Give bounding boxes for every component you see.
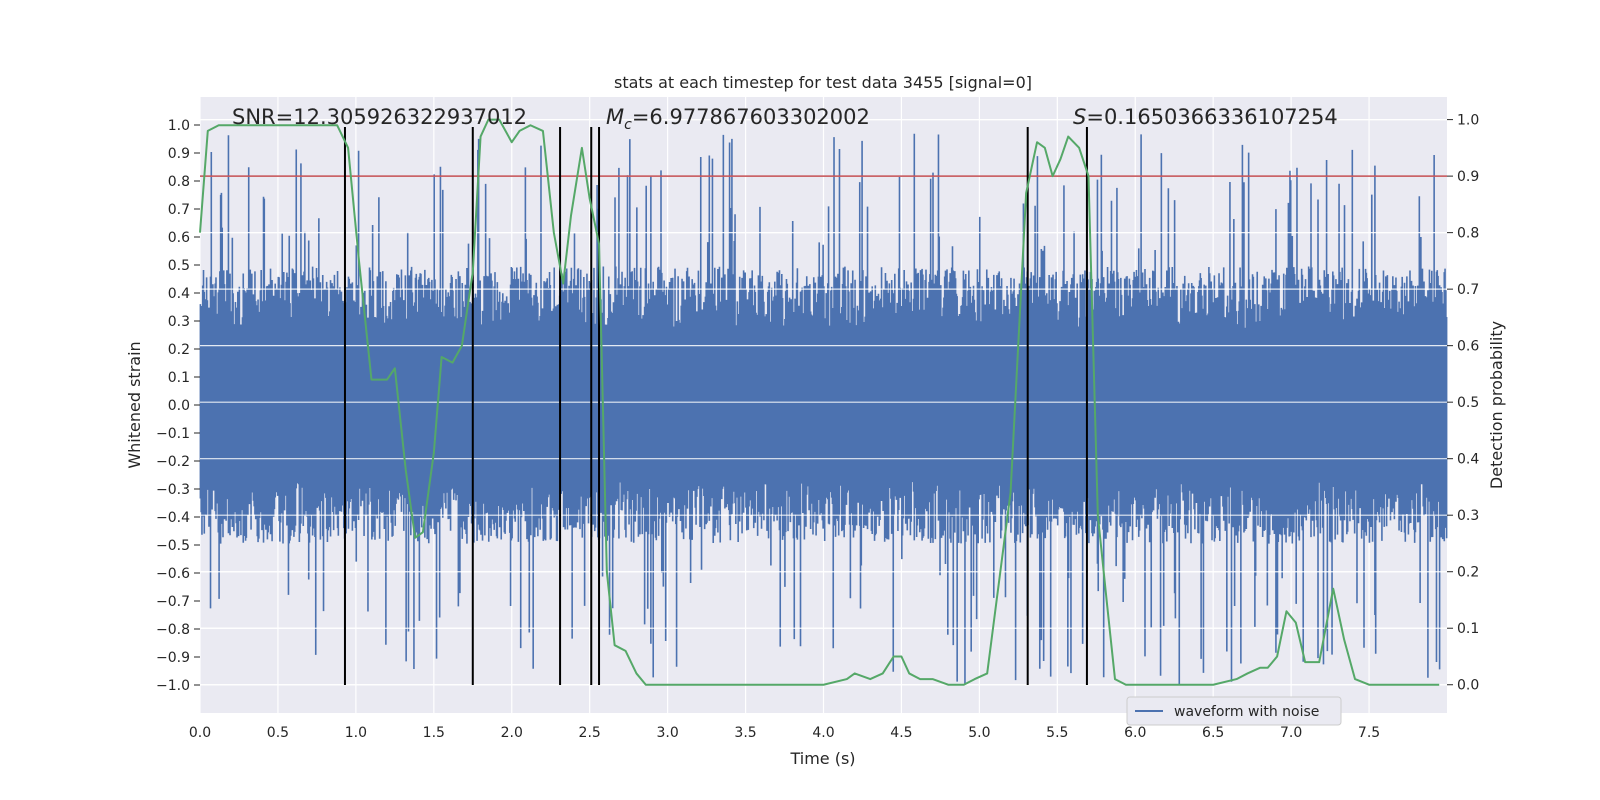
x-tick-label-1: 0.5: [267, 725, 289, 741]
y2-tick-labels: 0.0 0.1 0.2 0.3 0.4 0.5 0.6 0.7 0.8 0.9 1.0: [1447, 113, 1479, 694]
y-tick-label-7: −0.3: [156, 482, 190, 498]
x-tick-label-11: 5.5: [1046, 725, 1068, 741]
y-tick-label-0: −1.0: [156, 678, 190, 694]
y-tick-label-12: 0.2: [168, 342, 190, 358]
y2-tick-label-9: 0.9: [1457, 169, 1479, 185]
x-tick-label-12: 6.0: [1124, 725, 1146, 741]
y-tick-label-6: −0.4: [156, 510, 190, 526]
chirp-mass-annotation: Mc=6.977867603302002: [606, 105, 870, 133]
y2-tick-label-8: 0.8: [1457, 226, 1479, 242]
y-tick-label-2: −0.8: [156, 622, 190, 638]
chart-title: stats at each timestep for test data 345…: [614, 73, 1032, 92]
y2-tick-label-0: 0.0: [1457, 678, 1479, 694]
y-tick-label-8: −0.2: [156, 454, 190, 470]
x-tick-label-0: 0.0: [189, 725, 211, 741]
y-tick-label-16: 0.6: [168, 230, 190, 246]
x-tick-label-3: 1.5: [423, 725, 445, 741]
x-tick-label-4: 2.0: [501, 725, 523, 741]
y-tick-label-18: 0.8: [168, 174, 190, 190]
y-tick-label-10: 0.0: [168, 398, 190, 414]
x-tick-label-2: 1.0: [345, 725, 367, 741]
chirp-mass-symbol: M: [606, 105, 624, 129]
x-tick-labels: 0.0 0.5 1.0 1.5 2.0 2.5 3.0 3.5 4.0 4.5 5.0 5.5 6.0 6…: [189, 725, 1380, 741]
y2-tick-label-4: 0.4: [1457, 452, 1479, 468]
y-tick-label-20: 1.0: [168, 118, 190, 134]
y-tick-label-15: 0.5: [168, 258, 190, 274]
y2-tick-label-6: 0.6: [1457, 339, 1479, 355]
y2-tick-label-1: 0.1: [1457, 621, 1479, 637]
y2-tick-label-3: 0.3: [1457, 508, 1479, 524]
y2-axis-label: Detection probability: [1487, 321, 1506, 489]
legend: waveform with noise: [1126, 696, 1342, 726]
s-value: =0.1650366336107254: [1086, 105, 1337, 129]
y-tick-label-4: −0.6: [156, 566, 190, 582]
y-tick-label-1: −0.9: [156, 650, 190, 666]
x-tick-label-13: 6.5: [1202, 725, 1224, 741]
x-tick-label-7: 3.5: [734, 725, 756, 741]
legend-box: [1126, 696, 1342, 726]
probability-line-0: [199, 118, 1440, 686]
y-tick-label-13: 0.3: [168, 314, 190, 330]
waveform-line: [199, 133, 1448, 685]
y2-tick-label-5: 0.5: [1457, 395, 1479, 411]
y-tick-label-19: 0.9: [168, 146, 190, 162]
x-tick-label-9: 4.5: [890, 725, 912, 741]
x-tick-label-5: 2.5: [579, 725, 601, 741]
y-tick-label-3: −0.7: [156, 594, 190, 610]
y-tick-label-5: −0.5: [156, 538, 190, 554]
chirp-mass-value: =6.977867603302002: [632, 105, 870, 129]
s-annotation: S=0.1650366336107254: [1073, 105, 1338, 129]
x-tick-label-8: 4.0: [812, 725, 834, 741]
x-tick-label-15: 7.5: [1358, 725, 1380, 741]
y2-tick-label-7: 0.7: [1457, 282, 1479, 298]
y-tick-label-14: 0.4: [168, 286, 190, 302]
y2-tick-label-10: 1.0: [1457, 113, 1479, 129]
vertical-lines: [343, 127, 1088, 685]
y-tick-labels: −1.0 −0.9 −0.8 −0.7 −0.6 −0.5 −0.4 −0.3 −0.2 −0.1…: [156, 118, 200, 694]
y2-tick-label-2: 0.2: [1457, 565, 1479, 581]
y-tick-label-9: −0.1: [156, 426, 190, 442]
s-symbol: S: [1073, 105, 1086, 129]
probability-series: [199, 118, 1440, 686]
snr-annotation: SNR=12.305926322937012: [232, 105, 527, 129]
y-tick-label-11: 0.1: [168, 370, 190, 386]
x-axis-label: Time (s): [789, 749, 855, 768]
x-tick-label-6: 3.0: [656, 725, 678, 741]
y-tick-label-17: 0.7: [168, 202, 190, 218]
y-axis-label: Whitened strain: [125, 341, 144, 468]
legend-label: waveform with noise: [1174, 704, 1319, 720]
x-tick-label-14: 7.0: [1280, 725, 1302, 741]
x-tick-label-10: 5.0: [968, 725, 990, 741]
chirp-mass-subscript: c: [624, 117, 632, 133]
